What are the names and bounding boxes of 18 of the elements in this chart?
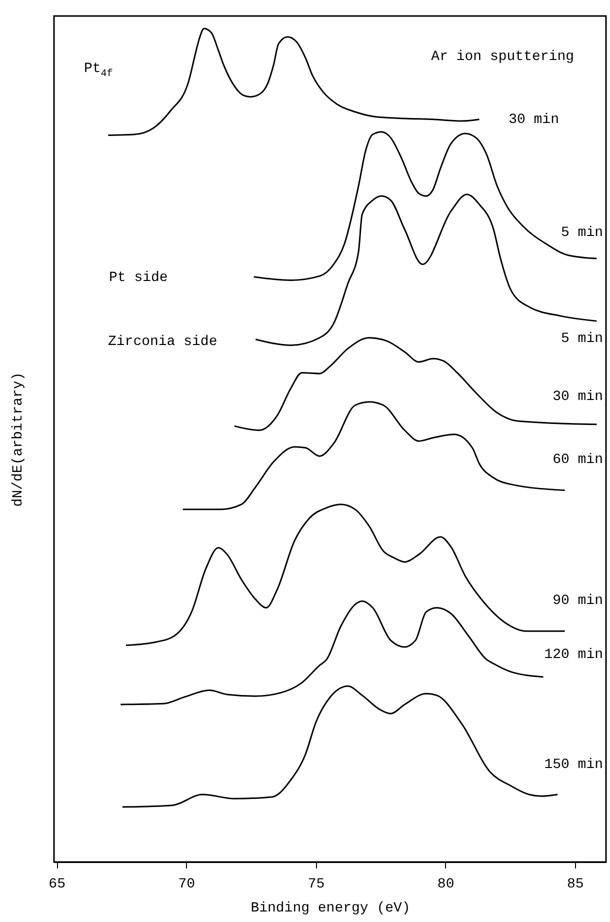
annotation: Zirconia side bbox=[108, 334, 218, 350]
annotation: Ar ion sputtering bbox=[431, 49, 574, 65]
x-axis-title: Binding energy (eV) bbox=[250, 900, 410, 916]
y-axis-title: dN/dE(arbitrary) bbox=[10, 372, 26, 507]
series-label: 90 min bbox=[552, 593, 603, 609]
x-tick-label: 65 bbox=[48, 876, 66, 892]
series-label: 150 min bbox=[544, 757, 603, 773]
x-tick-label: 75 bbox=[308, 876, 325, 892]
series-label: 5 min bbox=[560, 225, 603, 241]
series-label: 60 min bbox=[552, 452, 603, 468]
x-tick-label: 85 bbox=[566, 876, 584, 892]
x-tick-label: 70 bbox=[178, 876, 196, 892]
series-label: 30 min bbox=[552, 389, 603, 405]
x-tick-label: 80 bbox=[437, 876, 454, 892]
text: 30 min bbox=[508, 112, 559, 128]
annotation: Pt side bbox=[109, 270, 168, 286]
series-label: 5 min bbox=[560, 331, 603, 347]
series-label: 120 min bbox=[544, 647, 603, 663]
